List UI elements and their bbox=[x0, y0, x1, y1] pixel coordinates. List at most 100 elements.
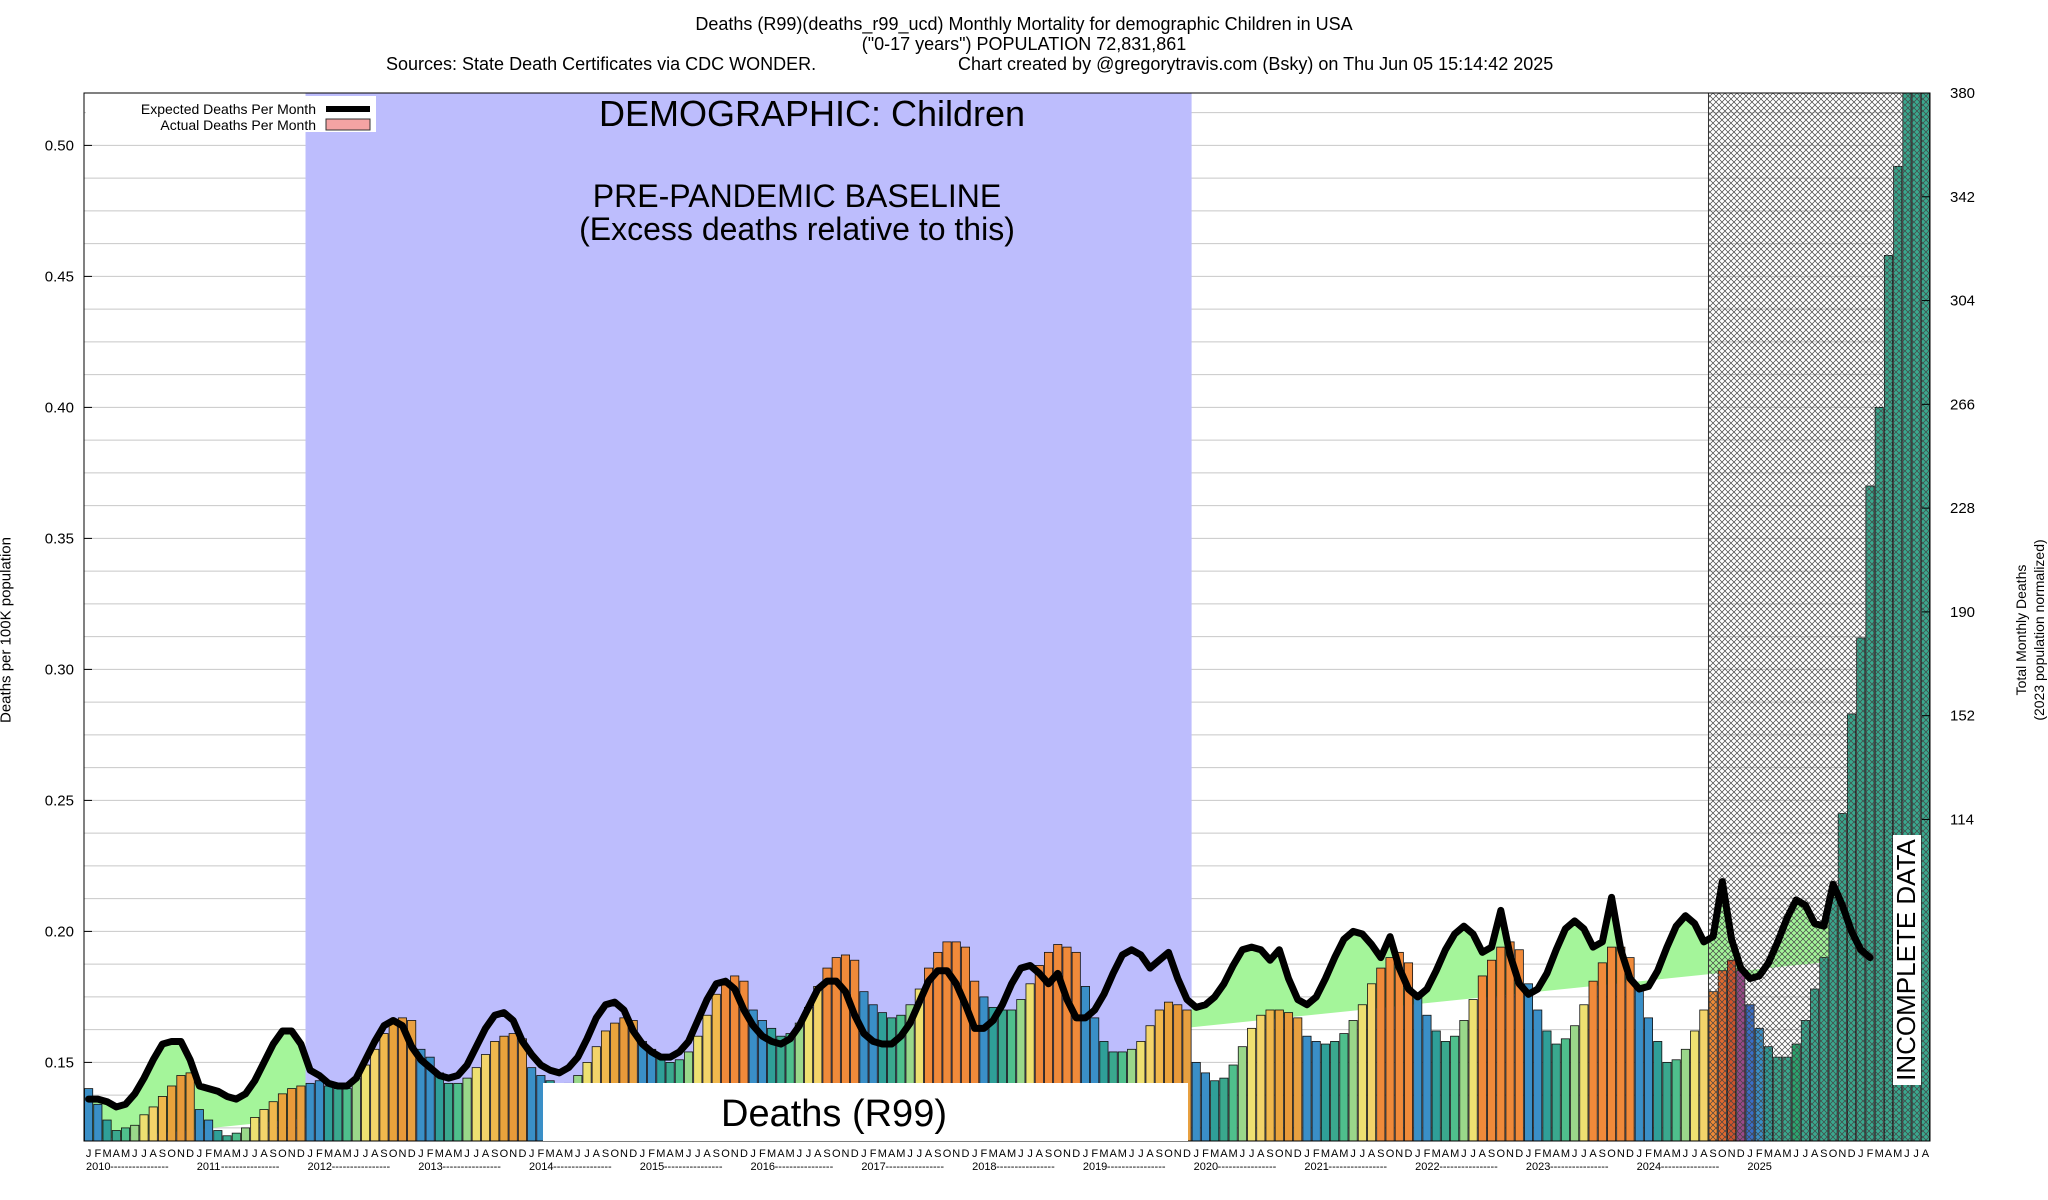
x-tick-month: A bbox=[666, 1148, 674, 1160]
x-tick-month: J bbox=[1415, 1148, 1421, 1160]
x-tick-month: J bbox=[1683, 1148, 1689, 1160]
bar bbox=[1431, 1030, 1441, 1142]
x-tick-month: M bbox=[435, 1148, 444, 1160]
x-tick-month: J bbox=[1470, 1148, 1476, 1160]
x-tick-year: 2011 bbox=[197, 1161, 221, 1173]
bar bbox=[1302, 1035, 1312, 1142]
x-tick-month: J bbox=[575, 1148, 581, 1160]
x-tick-month: D bbox=[1737, 1148, 1745, 1160]
bar bbox=[1274, 1009, 1284, 1142]
x-axis-dashes: ---------------- bbox=[1218, 1161, 1277, 1173]
bar bbox=[93, 1103, 103, 1142]
bar bbox=[434, 1072, 444, 1142]
x-tick-month: N bbox=[288, 1148, 296, 1160]
x-tick-month: J bbox=[640, 1148, 646, 1160]
x-tick-month: A bbox=[1368, 1148, 1376, 1160]
x-tick-month: J bbox=[584, 1148, 590, 1160]
y-tick-label-right: 266 bbox=[1950, 396, 1975, 413]
x-tick-month: M bbox=[1764, 1148, 1773, 1160]
x-tick-month: A bbox=[223, 1148, 231, 1160]
x-tick-month: M bbox=[896, 1148, 905, 1160]
y-tick-label-right: 152 bbox=[1950, 708, 1975, 725]
bar bbox=[1219, 1077, 1229, 1142]
x-tick-month: F bbox=[1424, 1148, 1431, 1160]
x-tick-month: J bbox=[1304, 1148, 1310, 1160]
bar bbox=[1385, 957, 1395, 1142]
y-tick-label-right: 342 bbox=[1950, 189, 1975, 206]
cause-label: Deaths (R99) bbox=[721, 1093, 947, 1135]
bar bbox=[508, 1033, 518, 1142]
bar bbox=[1265, 1009, 1275, 1142]
x-tick-month: D bbox=[961, 1148, 969, 1160]
x-tick-month: A bbox=[1257, 1148, 1265, 1160]
bar bbox=[314, 1080, 324, 1142]
bar bbox=[1542, 1030, 1552, 1142]
x-tick-month: F bbox=[1756, 1148, 1763, 1160]
x-tick-month: J bbox=[1793, 1148, 1799, 1160]
x-tick-month: J bbox=[1018, 1148, 1024, 1160]
x-axis-dashes: ---------------- bbox=[996, 1161, 1055, 1173]
bar bbox=[1671, 1059, 1681, 1142]
x-tick-month: O bbox=[1829, 1148, 1838, 1160]
x-tick-month: A bbox=[1885, 1148, 1893, 1160]
sources-row: Sources: State Death Certificates via CD… bbox=[0, 54, 2048, 74]
bar bbox=[527, 1067, 537, 1142]
x-tick-month: M bbox=[1339, 1148, 1348, 1160]
x-tick-month: N bbox=[1838, 1148, 1846, 1160]
x-tick-month: J bbox=[354, 1148, 360, 1160]
x-tick-year: 2023 bbox=[1526, 1161, 1550, 1173]
x-tick-month: A bbox=[925, 1148, 933, 1160]
y-tick-label-right: 380 bbox=[1950, 85, 1975, 102]
x-tick-month: D bbox=[1072, 1148, 1080, 1160]
x-tick-month: O bbox=[1275, 1148, 1284, 1160]
bar bbox=[360, 1064, 371, 1142]
x-tick-month: A bbox=[1036, 1148, 1044, 1160]
bar bbox=[1468, 999, 1478, 1142]
bar bbox=[1560, 1038, 1570, 1142]
x-tick-month: N bbox=[509, 1148, 517, 1160]
x-tick-month: A bbox=[1922, 1148, 1930, 1160]
x-tick-month: J bbox=[861, 1148, 867, 1160]
bar bbox=[1256, 1014, 1266, 1142]
x-tick-month: A bbox=[703, 1148, 711, 1160]
bar bbox=[121, 1127, 131, 1142]
bar bbox=[480, 1054, 491, 1142]
x-tick-month: M bbox=[1672, 1148, 1681, 1160]
chart-title: Deaths (R99)(deaths_r99_ucd) Monthly Mor… bbox=[0, 14, 2048, 54]
y-tick-label-left: 0.20 bbox=[45, 923, 74, 940]
x-tick-month: J bbox=[141, 1148, 147, 1160]
bar bbox=[444, 1082, 454, 1142]
x-axis-dashes: ---------------- bbox=[1328, 1161, 1387, 1173]
x-tick-month: F bbox=[759, 1148, 766, 1160]
x-tick-month: S bbox=[602, 1148, 609, 1160]
sources-text: Sources: State Death Certificates via CD… bbox=[386, 54, 817, 74]
x-tick-month: D bbox=[629, 1148, 637, 1160]
x-tick-month: J bbox=[464, 1148, 470, 1160]
bar bbox=[342, 1088, 352, 1142]
x-tick-month: M bbox=[324, 1148, 333, 1160]
x-tick-month: M bbox=[1099, 1148, 1108, 1160]
bar bbox=[1247, 1027, 1257, 1142]
x-tick-month: S bbox=[380, 1148, 387, 1160]
y-tick-label-left: 0.45 bbox=[45, 268, 74, 285]
bar bbox=[471, 1067, 481, 1142]
x-tick-month: O bbox=[167, 1148, 176, 1160]
x-tick-month: O bbox=[389, 1148, 398, 1160]
x-tick-month: N bbox=[1395, 1148, 1403, 1160]
x-tick-month: O bbox=[1497, 1148, 1506, 1160]
x-tick-month: J bbox=[1572, 1148, 1578, 1160]
bar bbox=[194, 1109, 204, 1142]
legend-swatch-actual bbox=[325, 118, 371, 131]
x-tick-month: S bbox=[1045, 1148, 1052, 1160]
y-tick-label-left: 0.25 bbox=[45, 792, 74, 809]
x-tick-month: M bbox=[1210, 1148, 1219, 1160]
bar bbox=[1367, 983, 1377, 1142]
bar bbox=[1459, 1020, 1469, 1142]
x-tick-year: 2018 bbox=[972, 1161, 996, 1173]
x-tick-month: F bbox=[538, 1148, 545, 1160]
x-tick-month: O bbox=[1718, 1148, 1727, 1160]
bar bbox=[1634, 988, 1644, 1142]
bar bbox=[333, 1088, 343, 1142]
x-tick-month: N bbox=[177, 1148, 185, 1160]
legend-label: Expected Deaths Per Month bbox=[141, 101, 316, 117]
